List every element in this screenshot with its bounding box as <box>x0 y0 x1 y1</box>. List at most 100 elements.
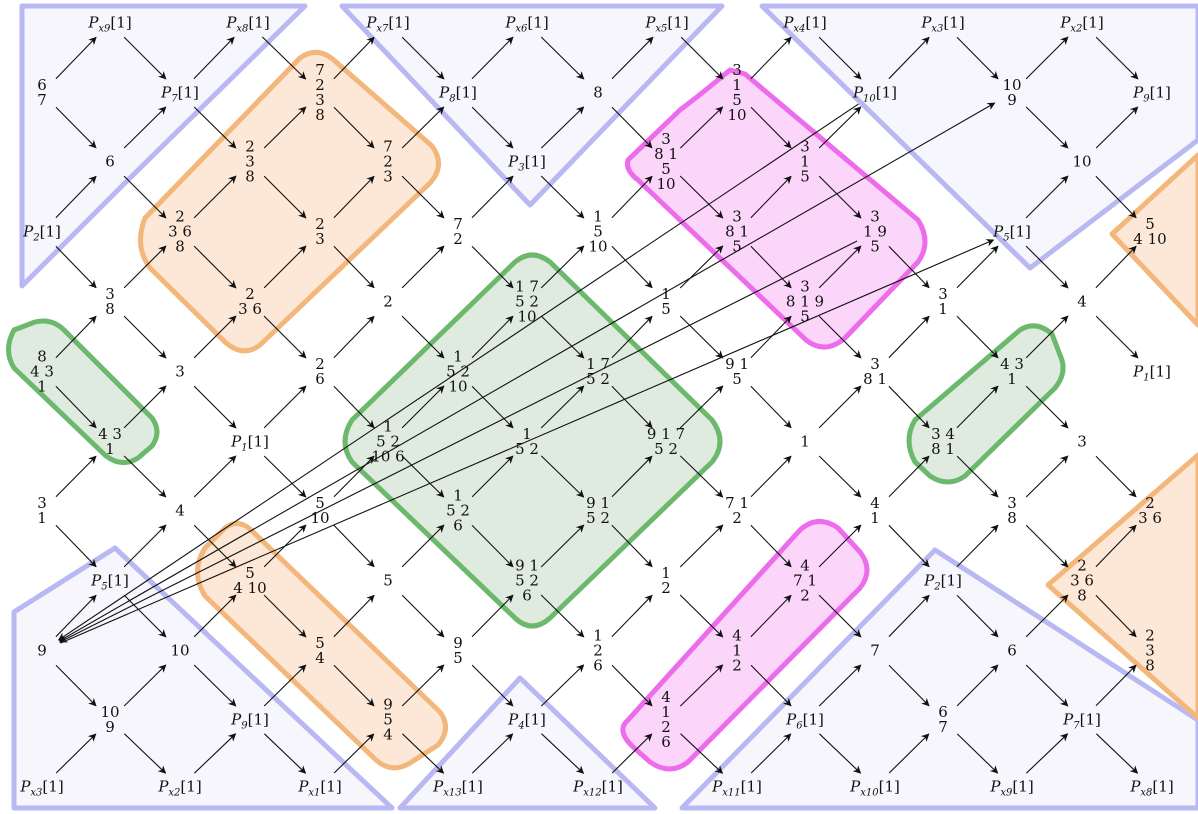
blue-region-2 <box>759 3 1198 271</box>
green-region-10 <box>342 252 723 629</box>
magenta-region-14 <box>620 519 870 772</box>
arrow-99 <box>333 455 375 498</box>
arrow-41 <box>679 175 724 219</box>
quiver-vertex: P9[1] <box>1133 83 1171 105</box>
quiver-vertex: 5 <box>383 571 393 590</box>
arrow-48 <box>55 245 97 289</box>
quiver-vertex: P1[1] <box>1133 362 1171 384</box>
arrow-114 <box>263 524 307 568</box>
arrow-21 <box>401 106 445 149</box>
arrow-9 <box>680 36 724 80</box>
quiver-vertex: Px6[1] <box>505 13 549 35</box>
quiver-vertex: 5 10 <box>310 494 330 527</box>
arrow-10 <box>750 36 792 80</box>
arrow-144 <box>123 664 167 707</box>
arrow-43 <box>818 175 862 219</box>
arrow-40 <box>611 175 653 219</box>
arrow-80 <box>55 385 97 429</box>
quiver-vertex: Px2[1] <box>158 777 202 799</box>
arrow-128 <box>123 594 167 638</box>
arrow-166 <box>541 733 585 774</box>
arrow-82 <box>193 385 237 429</box>
arrow-146 <box>263 664 307 707</box>
arrow-109 <box>1025 455 1069 498</box>
arrow-90 <box>750 385 792 429</box>
arrow-151 <box>611 664 653 707</box>
arrow-77 <box>956 315 999 359</box>
arrow-35 <box>263 175 307 219</box>
arrow-111 <box>55 524 97 568</box>
arrow-97 <box>193 455 237 498</box>
arrow-149 <box>471 664 514 707</box>
quiver-vertex: 4 <box>1077 292 1087 311</box>
quiver-vertex: P5[1] <box>91 571 129 593</box>
arrow-87 <box>540 385 585 429</box>
quiver-vertex: 3 <box>1077 432 1087 451</box>
arrow-118 <box>540 524 585 568</box>
quiver-vertex: 6 <box>1007 641 1017 660</box>
arrow-71 <box>540 315 585 359</box>
arrow-167 <box>611 733 653 774</box>
arrow-18 <box>193 106 237 149</box>
quiver-vertex: 2 <box>383 292 393 311</box>
arrow-133 <box>471 594 514 638</box>
arrow-122 <box>818 524 862 568</box>
blue-region-5 <box>679 547 1198 811</box>
arrow-168 <box>680 733 724 774</box>
quiver-vertex: Px4[1] <box>783 13 827 35</box>
arrow-15 <box>1095 36 1139 80</box>
arrow-161 <box>194 733 237 774</box>
arrow-52 <box>333 245 375 289</box>
arrow-22 <box>471 106 514 149</box>
arrow-28 <box>57 103 859 641</box>
arrow-57 <box>679 245 724 289</box>
arrow-54 <box>471 245 514 289</box>
arrow-1 <box>123 36 167 80</box>
arrow-50 <box>193 245 237 289</box>
arrow-112 <box>123 524 167 568</box>
arrow-131 <box>333 594 375 638</box>
quiver-vertex: 3 <box>175 362 185 381</box>
arrow-135 <box>611 594 653 638</box>
quiver-vertex: Px11[1] <box>712 777 762 799</box>
quiver-vertex: P3[1] <box>508 152 546 174</box>
quiver-vertex: Px1[1] <box>298 777 342 799</box>
arrow-12 <box>888 36 930 80</box>
arrow-42 <box>750 175 792 219</box>
blue-region-1 <box>339 3 725 208</box>
quiver-vertex: 6 <box>105 152 115 171</box>
quiver-vertex: 10 <box>170 641 190 660</box>
arrow-59 <box>818 245 862 289</box>
arrow-136 <box>679 594 724 638</box>
arrow-76 <box>888 315 930 359</box>
quiver-vertex: 10 9 <box>1002 76 1022 109</box>
arrow-147 <box>333 664 375 707</box>
arrow-69 <box>401 315 445 359</box>
arrow-85 <box>401 385 445 429</box>
arrow-162 <box>264 733 307 774</box>
quiver-vertex: P4[1] <box>508 710 546 732</box>
arrow-53 <box>401 245 445 289</box>
arrow-44 <box>59 240 858 643</box>
arrow-156 <box>956 664 999 707</box>
quiver-vertex: Px7[1] <box>366 13 410 35</box>
arrow-11 <box>818 36 862 80</box>
arrow-86 <box>471 385 514 429</box>
quiver-vertex: P1[1] <box>231 432 269 454</box>
arrow-29 <box>59 102 996 642</box>
arrow-34 <box>193 175 237 219</box>
